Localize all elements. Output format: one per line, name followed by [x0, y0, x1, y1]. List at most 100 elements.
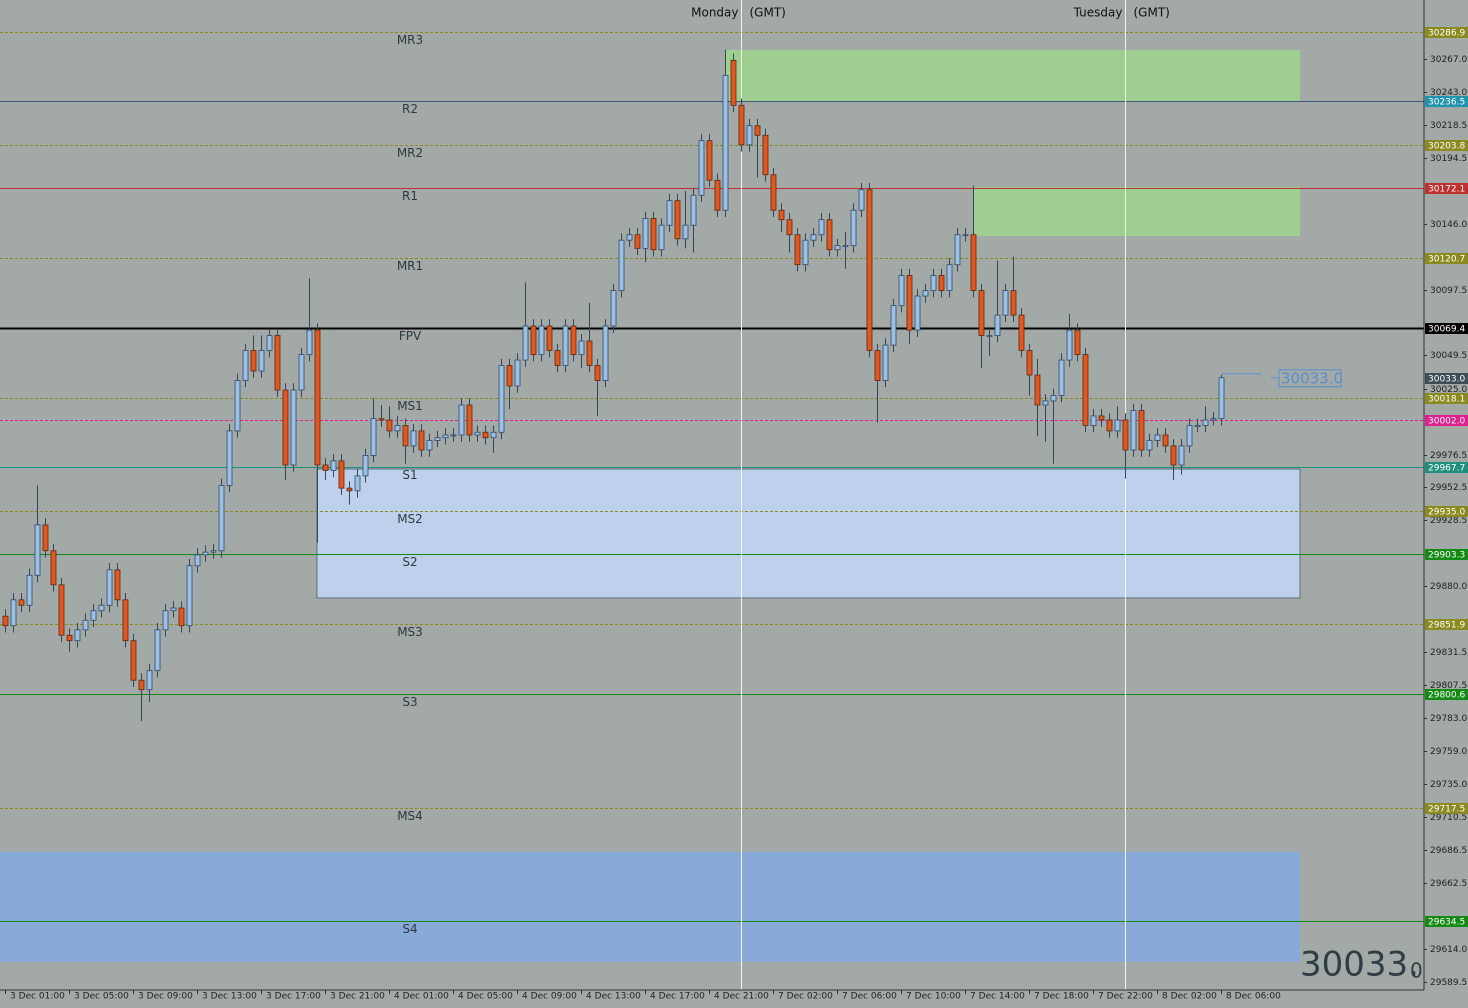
candle-body: [434, 437, 441, 441]
candle-body: [258, 350, 265, 372]
x-tick-label: 4 Dec 09:00: [522, 992, 577, 1002]
level-name: FPV: [399, 329, 422, 343]
candle-body: [298, 354, 305, 391]
price-tag-label: 30033.0: [1428, 375, 1465, 385]
candle-body: [946, 264, 953, 291]
candle-body: [18, 599, 25, 606]
candle-body: [554, 350, 561, 366]
candle-body: [1026, 350, 1033, 376]
candle-body: [10, 599, 17, 627]
candle-body: [666, 200, 673, 226]
y-tick-label: 29976.5: [1430, 451, 1467, 461]
candle-body: [1202, 419, 1209, 426]
candle-body: [506, 365, 513, 387]
candle-body: [1186, 425, 1193, 447]
candle-body: [1074, 329, 1081, 356]
y-tick-label: 30243.0: [1430, 88, 1467, 98]
candle-body: [90, 610, 97, 621]
x-tick-label: 7 Dec 14:00: [970, 992, 1025, 1002]
candle-body: [378, 418, 385, 421]
sessions: Monday (GMT) Tuesday (GMT): [691, 0, 1170, 990]
price-box: [1278, 369, 1342, 388]
candle-body: [1042, 400, 1049, 406]
candle-body: [474, 431, 481, 436]
price-tag: [1425, 323, 1468, 334]
candle-body: [226, 430, 233, 486]
candle-body: [802, 239, 809, 266]
candle-body: [346, 487, 353, 492]
y-tick-label: 29807.5: [1430, 681, 1467, 691]
level-name: MS4: [397, 809, 423, 823]
x-tick-label: 3 Dec 01:00: [10, 992, 65, 1002]
candle-body: [498, 365, 505, 433]
candle-body: [178, 607, 185, 627]
y-tick-label: 29952.5: [1430, 483, 1467, 493]
candle-body: [706, 140, 713, 181]
candle-body: [1178, 445, 1185, 466]
y-tick-label: 29783.0: [1430, 714, 1467, 724]
candle-body: [42, 524, 49, 552]
candle-body: [194, 554, 201, 567]
y-tick-label: 30049.5: [1430, 351, 1467, 361]
y-tick-label: 29686.5: [1430, 846, 1467, 856]
candle-body: [242, 350, 249, 381]
candle-body: [962, 234, 969, 237]
candle-body: [938, 275, 945, 291]
candle-body: [882, 344, 889, 381]
x-tick-label: 3 Dec 21:00: [330, 992, 385, 1002]
y-tick-label: 29831.5: [1430, 648, 1467, 658]
price-tag-label: 29935.0: [1428, 508, 1465, 518]
price-tag-label: 29717.5: [1428, 805, 1465, 815]
candle-body: [826, 219, 833, 251]
level-name: S4: [402, 922, 417, 936]
candle-body: [658, 224, 665, 251]
level-name: MR2: [397, 146, 423, 160]
price-tag-label: 29967.7: [1428, 464, 1465, 474]
x-tick-label: 3 Dec 13:00: [202, 992, 257, 1002]
session-zone: (GMT): [750, 6, 786, 20]
candle-body: [578, 340, 585, 356]
candle-body: [898, 275, 905, 306]
candle-body: [1098, 415, 1105, 421]
candle-body: [154, 629, 161, 672]
candle-body: [1122, 419, 1129, 451]
candle-body: [1162, 434, 1169, 447]
candle-body: [682, 224, 689, 240]
candle-body: [594, 365, 601, 381]
candle-body: [370, 418, 377, 456]
candle-body: [1114, 419, 1121, 432]
candle-body: [170, 607, 177, 612]
level-name: MR1: [397, 259, 423, 273]
price-tag: [1425, 549, 1468, 560]
candle-body: [730, 59, 737, 106]
candle-body: [618, 239, 625, 291]
level-name: MS2: [397, 512, 423, 526]
candle-body: [970, 234, 977, 291]
zone: [0, 851, 1300, 962]
candle-body: [994, 314, 1001, 336]
price-tag-label: 30172.1: [1428, 185, 1465, 195]
candle-body: [74, 629, 81, 642]
zone: [725, 49, 1300, 103]
candle-body: [34, 524, 41, 576]
price-tag: [1425, 803, 1468, 814]
candle-body: [490, 431, 497, 439]
candle-body: [810, 234, 817, 241]
price-tag: [1425, 916, 1468, 927]
price-tag: [1425, 96, 1468, 107]
y-tick-label: 29880.0: [1430, 582, 1467, 592]
candle-body: [106, 569, 113, 606]
candle-body: [410, 430, 417, 447]
candle-body: [394, 425, 401, 432]
candle-body: [610, 290, 617, 327]
x-tick-label: 7 Dec 06:00: [842, 992, 897, 1002]
session-label: Tuesday: [1073, 6, 1123, 20]
candle-body: [306, 329, 313, 356]
candle-body: [250, 350, 257, 372]
candle-body: [466, 404, 473, 436]
y-tick-label: 29589.5: [1430, 978, 1467, 988]
level-name: MR3: [397, 33, 423, 47]
price-tag-label: 30069.4: [1428, 325, 1465, 335]
level-name: MS1: [397, 399, 423, 413]
